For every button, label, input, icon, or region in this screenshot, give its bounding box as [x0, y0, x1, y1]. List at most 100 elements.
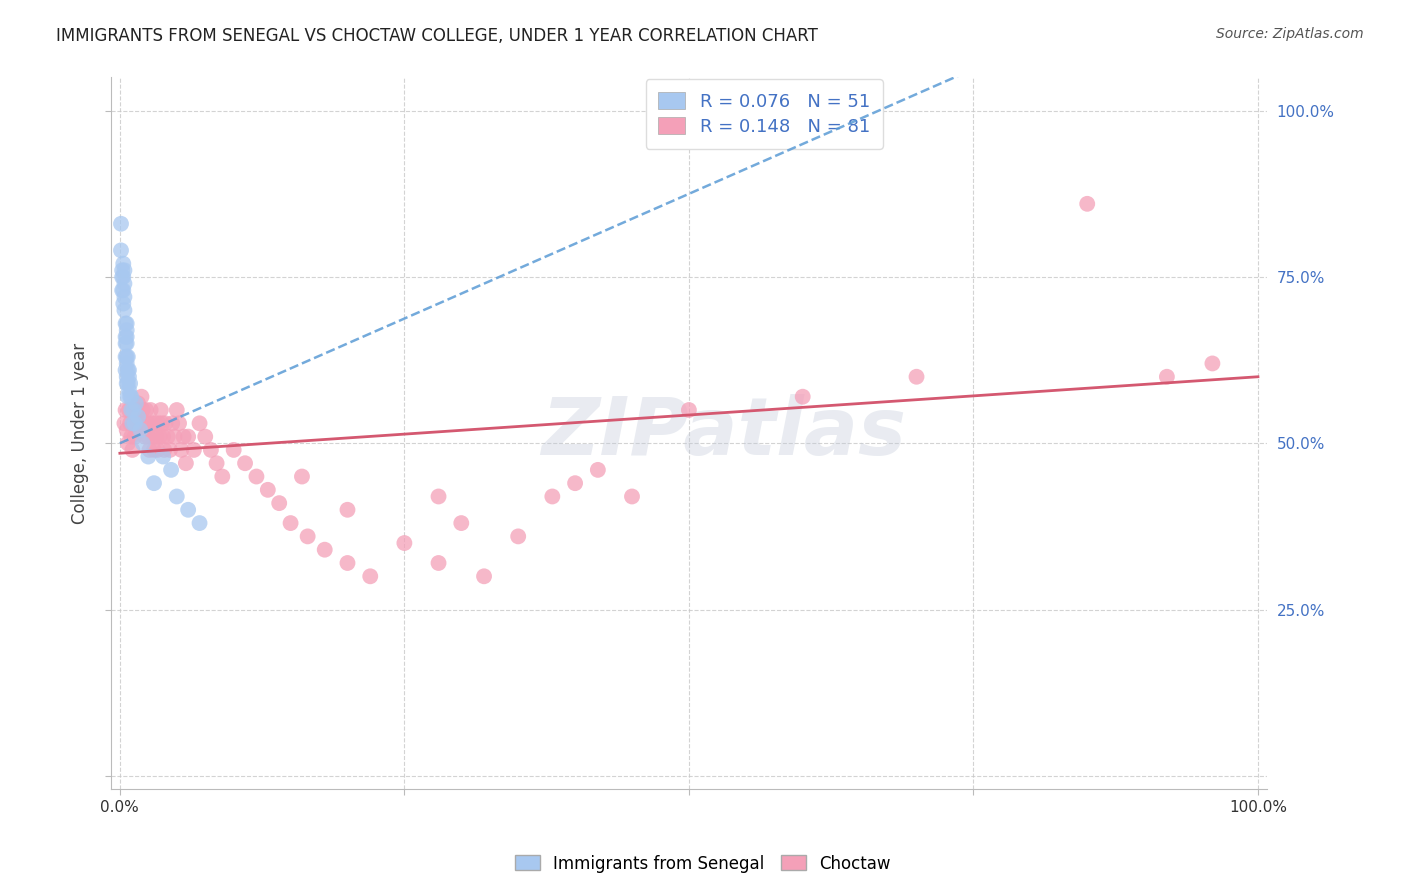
Point [124, 429, 146, 443]
Point [115, 369, 138, 384]
Point [194, 429, 217, 443]
Point [149, 403, 172, 417]
Point [564, 476, 586, 491]
Point [200, 442, 222, 457]
Point [118, 403, 141, 417]
Point [112, 303, 135, 318]
Point [132, 417, 155, 431]
Point [149, 429, 172, 443]
Point [160, 463, 183, 477]
Point [117, 436, 139, 450]
Point [159, 442, 181, 457]
Point [170, 442, 193, 457]
Point [117, 390, 139, 404]
Point [118, 369, 141, 384]
Legend: Immigrants from Senegal, Choctaw: Immigrants from Senegal, Choctaw [509, 848, 897, 880]
Point [297, 529, 319, 543]
Point [188, 516, 211, 530]
Point [120, 390, 142, 404]
Point [114, 350, 136, 364]
Point [115, 323, 138, 337]
Point [112, 417, 135, 431]
Point [245, 469, 267, 483]
Point [112, 270, 135, 285]
Point [174, 456, 197, 470]
Text: Source: ZipAtlas.com: Source: ZipAtlas.com [1216, 27, 1364, 41]
Point [427, 490, 450, 504]
Point [163, 429, 186, 443]
Point [136, 417, 159, 431]
Point [678, 403, 700, 417]
Point [177, 429, 200, 443]
Point [120, 429, 142, 443]
Point [150, 417, 173, 431]
Point [115, 376, 138, 391]
Point [115, 350, 138, 364]
Point [177, 503, 200, 517]
Point [1076, 196, 1098, 211]
Point [155, 417, 177, 431]
Y-axis label: College, Under 1 year: College, Under 1 year [72, 343, 89, 524]
Point [124, 417, 146, 431]
Point [138, 442, 160, 457]
Point [146, 442, 169, 457]
Point [394, 536, 416, 550]
Point [173, 429, 195, 443]
Legend: R = 0.076   N = 51, R = 0.148   N = 81: R = 0.076 N = 51, R = 0.148 N = 81 [645, 79, 883, 149]
Point [136, 429, 159, 443]
Point [134, 429, 156, 443]
Point [291, 469, 314, 483]
Point [122, 417, 145, 431]
Point [115, 317, 138, 331]
Point [125, 396, 148, 410]
Point [359, 569, 381, 583]
Point [114, 336, 136, 351]
Point [121, 417, 143, 431]
Point [139, 403, 162, 417]
Point [114, 403, 136, 417]
Point [472, 569, 495, 583]
Point [114, 363, 136, 377]
Point [125, 417, 148, 431]
Point [166, 490, 188, 504]
Point [256, 483, 278, 497]
Point [143, 442, 166, 457]
Point [621, 490, 644, 504]
Point [167, 417, 190, 431]
Point [131, 390, 153, 404]
Point [111, 263, 134, 277]
Point [120, 417, 142, 431]
Point [112, 277, 135, 291]
Text: IMMIGRANTS FROM SENEGAL VS CHOCTAW COLLEGE, UNDER 1 YEAR CORRELATION CHART: IMMIGRANTS FROM SENEGAL VS CHOCTAW COLLE… [56, 27, 818, 45]
Point [280, 516, 302, 530]
Point [111, 283, 134, 297]
Point [131, 436, 153, 450]
Point [136, 450, 159, 464]
Text: ZIPatlas: ZIPatlas [541, 394, 905, 472]
Point [152, 450, 174, 464]
Point [118, 383, 141, 397]
Point [117, 363, 139, 377]
Point [135, 403, 157, 417]
Point [142, 429, 165, 443]
Point [586, 463, 609, 477]
Point [205, 456, 228, 470]
Point [211, 469, 233, 483]
Point [222, 442, 245, 457]
Point [148, 417, 170, 431]
Point [183, 442, 205, 457]
Point [117, 350, 139, 364]
Point [233, 456, 256, 470]
Point [143, 417, 166, 431]
Point [166, 403, 188, 417]
Point [111, 270, 134, 285]
Point [115, 356, 138, 370]
Point [541, 490, 564, 504]
Point [112, 283, 135, 297]
Point [792, 390, 814, 404]
Point [314, 542, 336, 557]
Point [120, 390, 142, 404]
Point [269, 496, 291, 510]
Point [112, 290, 135, 304]
Point [152, 429, 174, 443]
